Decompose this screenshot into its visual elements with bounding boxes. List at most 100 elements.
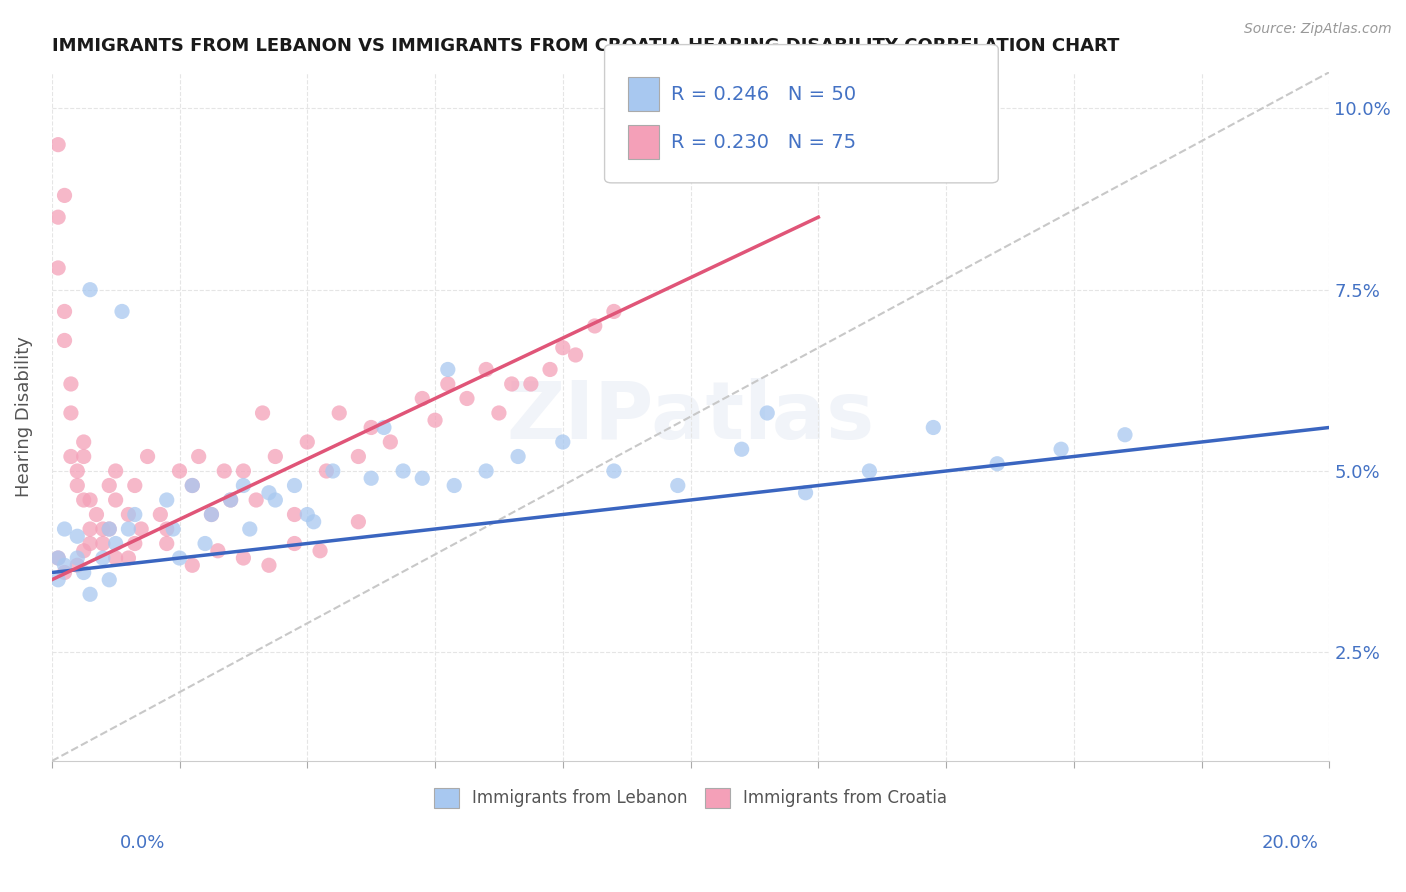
Text: 20.0%: 20.0% [1263,834,1319,852]
Point [475,464,498,478]
Point [59,450,82,464]
Point [66,558,89,573]
Point [53,304,76,318]
Point [73,543,96,558]
Point [257,485,280,500]
Point [104,536,127,550]
Point [53,334,76,348]
Point [1050,442,1073,457]
Point [59,376,82,391]
Point [922,420,945,434]
Point [46,260,69,275]
Point [91,536,114,550]
Point [443,478,465,492]
Point [169,551,191,566]
Point [212,464,235,478]
Point [423,413,446,427]
Point [46,137,69,152]
Point [564,348,586,362]
Point [136,450,159,464]
Text: R = 0.246   N = 50: R = 0.246 N = 50 [671,85,856,103]
Point [73,450,96,464]
Point [756,406,779,420]
Point [181,558,204,573]
Point [156,493,179,508]
Point [219,493,242,508]
Point [66,551,89,566]
Point [59,406,82,420]
Point [73,435,96,450]
Point [347,450,370,464]
Point [283,478,305,492]
Point [194,536,217,550]
Text: ZIPatlas: ZIPatlas [506,377,875,456]
Point [603,464,626,478]
Point [794,485,817,500]
Point [200,508,222,522]
Point [501,376,523,391]
Point [283,508,305,522]
Point [46,573,69,587]
Point [79,587,101,601]
Point [437,376,460,391]
Point [392,464,415,478]
Point [46,551,69,566]
Point [124,478,146,492]
Point [181,478,204,492]
Point [66,478,89,492]
Point [79,283,101,297]
Point [373,420,395,434]
Legend: Immigrants from Lebanon, Immigrants from Croatia: Immigrants from Lebanon, Immigrants from… [427,781,953,814]
Point [347,515,370,529]
Point [297,435,319,450]
Point [360,420,382,434]
Point [506,450,529,464]
Point [162,522,184,536]
Point [437,362,460,376]
Point [117,522,139,536]
Text: R = 0.230   N = 75: R = 0.230 N = 75 [671,133,856,152]
Point [232,464,254,478]
Point [538,362,561,376]
Point [283,536,305,550]
Point [360,471,382,485]
Point [46,210,69,224]
Point [551,341,574,355]
Point [79,522,101,536]
Point [98,522,121,536]
Point [156,522,179,536]
Point [73,566,96,580]
Point [239,522,262,536]
Point [1114,427,1136,442]
Point [207,543,229,558]
Y-axis label: Hearing Disability: Hearing Disability [15,336,32,497]
Point [91,551,114,566]
Point [156,536,179,550]
Point [297,508,319,522]
Point [73,493,96,508]
Point [98,573,121,587]
Point [169,464,191,478]
Point [488,406,510,420]
Point [79,536,101,550]
Text: IMMIGRANTS FROM LEBANON VS IMMIGRANTS FROM CROATIA HEARING DISABILITY CORRELATIO: IMMIGRANTS FROM LEBANON VS IMMIGRANTS FR… [52,37,1119,55]
Point [117,551,139,566]
Point [86,508,108,522]
Point [583,318,606,333]
Point [380,435,402,450]
Point [232,478,254,492]
Point [302,515,325,529]
Point [66,529,89,543]
Point [603,304,626,318]
Point [986,457,1008,471]
Point [232,551,254,566]
Point [309,543,332,558]
Point [53,522,76,536]
Point [475,362,498,376]
Point [456,392,478,406]
Point [264,493,287,508]
Point [731,442,754,457]
Point [79,493,101,508]
Point [520,376,543,391]
Point [53,558,76,573]
